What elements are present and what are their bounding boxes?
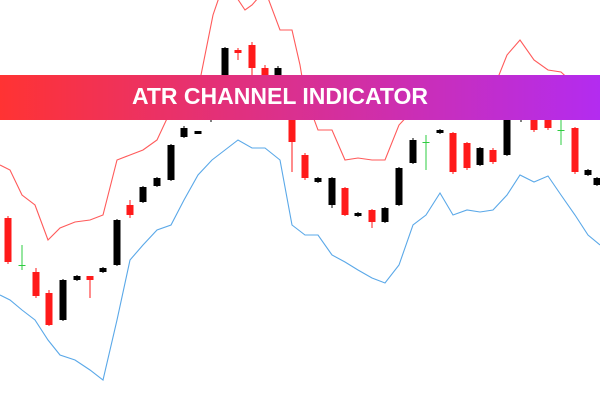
candle-body <box>86 276 94 280</box>
candle-body <box>261 68 269 75</box>
candle-body <box>557 130 565 131</box>
candle-body <box>476 148 484 165</box>
candle-body <box>544 118 552 128</box>
candle-body <box>99 268 107 272</box>
candle-body <box>274 68 282 80</box>
candle-body <box>288 120 296 142</box>
candle-body <box>354 213 362 216</box>
candle-body <box>301 155 309 178</box>
candle-body <box>167 145 175 180</box>
candle-body <box>341 188 349 215</box>
candle-body <box>463 143 471 168</box>
candle-body <box>59 280 67 320</box>
candle-body <box>395 168 403 205</box>
candle-body <box>180 128 188 137</box>
candle-body <box>18 265 26 266</box>
candle-body <box>368 210 376 222</box>
candle-body <box>113 220 121 265</box>
chart-title: ATR CHANNEL INDICATOR <box>132 83 428 109</box>
candle-body <box>436 130 444 133</box>
candle-body <box>45 293 53 325</box>
channel-line <box>0 139 600 381</box>
candle-body <box>571 128 579 172</box>
candle-body <box>139 187 147 202</box>
title-banner <box>0 75 600 120</box>
candle-body <box>584 170 592 175</box>
candle-body <box>328 178 336 205</box>
candle-body <box>409 140 417 163</box>
candle-body <box>32 272 40 296</box>
candle-body <box>248 45 256 68</box>
candle-body <box>221 48 229 90</box>
candle-body <box>449 133 457 172</box>
candle-body <box>381 208 389 222</box>
candle-body <box>503 120 511 155</box>
candle-body <box>489 150 497 162</box>
candle-body <box>194 131 202 134</box>
candle-body <box>153 178 161 186</box>
candle-body <box>4 218 12 262</box>
candle-body <box>234 50 242 53</box>
candle-body <box>593 178 600 185</box>
candle-body <box>530 118 538 130</box>
candle-body <box>314 178 322 182</box>
candle-body <box>422 142 430 143</box>
candle-body <box>126 205 134 215</box>
candle-body <box>73 276 81 280</box>
